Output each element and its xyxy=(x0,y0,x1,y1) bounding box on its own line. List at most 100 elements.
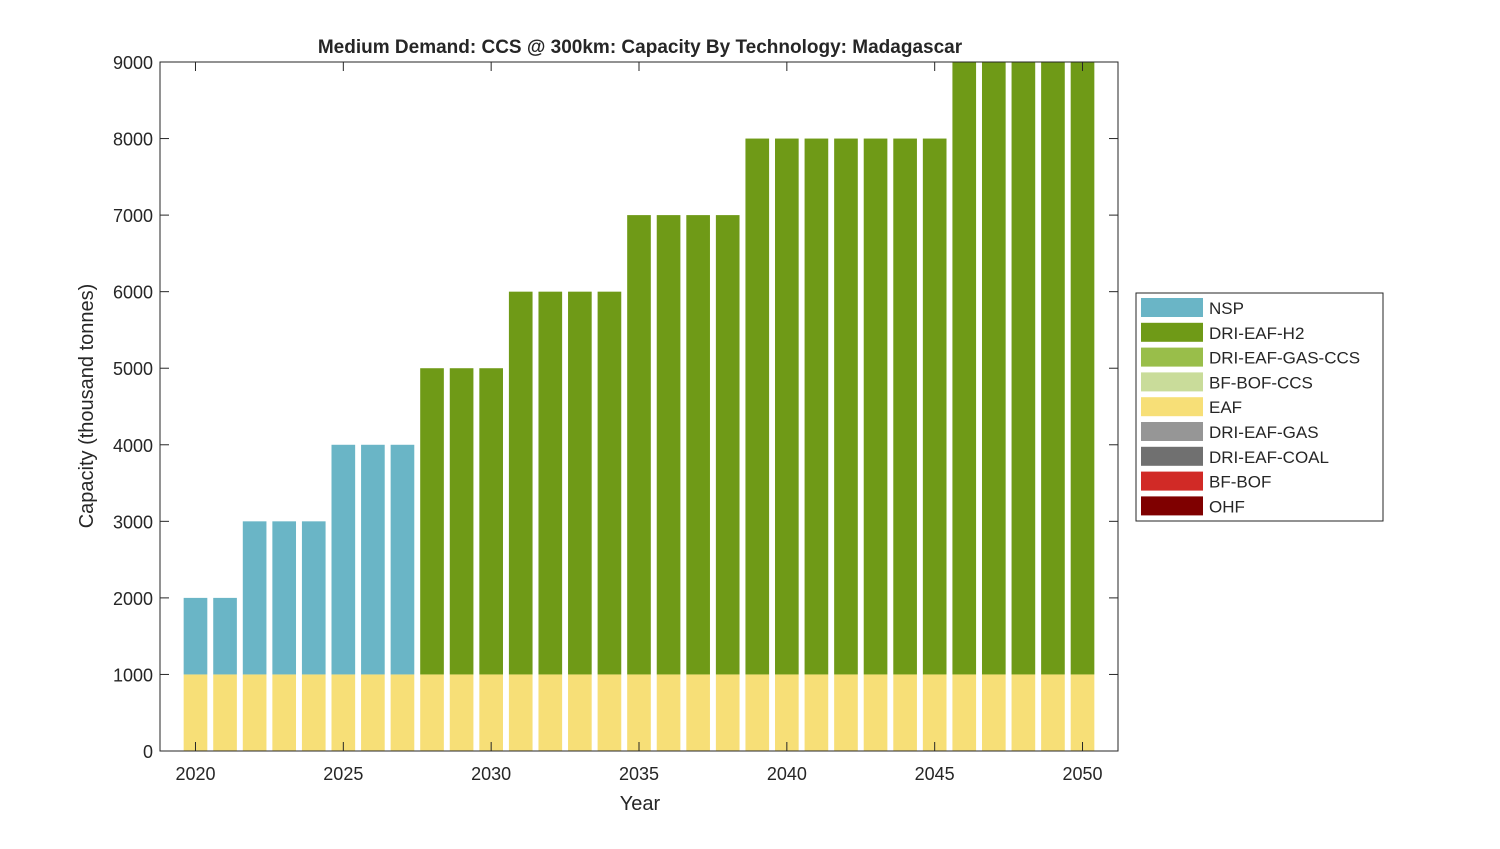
x-tick-label: 2030 xyxy=(471,764,511,784)
bar-eaf-2050 xyxy=(1070,674,1095,751)
bar-eaf-2041 xyxy=(804,674,829,751)
legend-swatch-nsp xyxy=(1141,298,1203,317)
bar-dri-eaf-h2-2032 xyxy=(538,291,563,675)
bar-eaf-2029 xyxy=(449,674,474,751)
bar-eaf-2046 xyxy=(952,674,977,751)
bar-dri-eaf-h2-2044 xyxy=(893,138,917,675)
bar-dri-eaf-h2-2038 xyxy=(715,215,740,675)
bar-dri-eaf-h2-2037 xyxy=(686,215,710,675)
bar-eaf-2033 xyxy=(568,674,592,751)
y-tick-label: 6000 xyxy=(113,283,153,303)
bar-eaf-2030 xyxy=(479,674,503,751)
legend-label: BF-BOF xyxy=(1209,473,1271,492)
bar-dri-eaf-h2-2034 xyxy=(597,291,622,675)
bar-eaf-2023 xyxy=(272,674,297,751)
bar-dri-eaf-h2-2048 xyxy=(1011,62,1036,675)
legend-label: DRI-EAF-H2 xyxy=(1209,324,1304,343)
x-tick-label: 2040 xyxy=(767,764,807,784)
bar-nsp-2022 xyxy=(242,521,267,675)
legend-swatch-ohf xyxy=(1141,496,1203,516)
bar-eaf-2020 xyxy=(183,674,208,751)
legend: NSP DRI-EAF-H2 DRI-EAF-GAS-CCS BF-BOF-CCS EA… xyxy=(1135,292,1384,522)
bar-nsp-2026 xyxy=(361,444,385,675)
bar-dri-eaf-h2-2047 xyxy=(981,62,1006,675)
bar-eaf-2024 xyxy=(301,674,326,751)
y-tick-label: 7000 xyxy=(113,206,153,226)
x-tick-label: 2050 xyxy=(1062,764,1102,784)
bar-dri-eaf-h2-2040 xyxy=(775,138,799,675)
bar-eaf-2038 xyxy=(715,674,740,751)
legend-swatch-dri-eaf-gas-ccs xyxy=(1141,347,1203,367)
bar-dri-eaf-h2-2045 xyxy=(922,138,947,675)
bar-eaf-2049 xyxy=(1041,674,1065,751)
bar-dri-eaf-h2-2039 xyxy=(745,138,770,675)
legend-swatch-bf-bof xyxy=(1141,471,1203,491)
bar-dri-eaf-h2-2031 xyxy=(508,291,533,675)
y-tick-label: 9000 xyxy=(113,53,153,73)
bar-dri-eaf-h2-2042 xyxy=(834,138,858,675)
legend-label: DRI-EAF-GAS xyxy=(1209,423,1319,442)
bar-dri-eaf-h2-2043 xyxy=(863,138,888,675)
bar-eaf-2043 xyxy=(863,674,888,751)
y-tick-label: 2000 xyxy=(113,589,153,609)
bar-dri-eaf-h2-2030 xyxy=(479,368,503,675)
bar-eaf-2025 xyxy=(331,674,356,751)
legend-swatch-dri-eaf-coal xyxy=(1141,446,1203,466)
bar-eaf-2048 xyxy=(1011,674,1036,751)
legend-swatch-dri-eaf-gas xyxy=(1141,422,1203,441)
legend-swatch-bf-bof-ccs xyxy=(1141,372,1203,392)
bar-nsp-2025 xyxy=(331,444,356,675)
y-tick-label: 5000 xyxy=(113,359,153,379)
bar-nsp-2020 xyxy=(183,597,208,675)
bar-eaf-2021 xyxy=(213,674,237,751)
bar-eaf-2044 xyxy=(893,674,917,751)
bar-eaf-2036 xyxy=(656,674,681,751)
legend-label: DRI-EAF-COAL xyxy=(1209,448,1329,467)
bar-nsp-2027 xyxy=(390,444,415,675)
legend-label: DRI-EAF-GAS-CCS xyxy=(1209,349,1360,368)
bar-dri-eaf-h2-2028 xyxy=(420,368,444,675)
bar-eaf-2022 xyxy=(242,674,267,751)
legend-label: OHF xyxy=(1209,497,1245,516)
bar-nsp-2023 xyxy=(272,521,297,675)
bar-eaf-2042 xyxy=(834,674,858,751)
legend-label: BF-BOF-CCS xyxy=(1209,373,1313,392)
bar-nsp-2024 xyxy=(301,521,326,675)
y-tick-label: 0 xyxy=(143,742,153,762)
bar-eaf-2035 xyxy=(627,674,651,751)
bar-dri-eaf-h2-2049 xyxy=(1041,62,1065,675)
bar-dri-eaf-h2-2035 xyxy=(627,215,651,675)
bars-group xyxy=(183,62,1095,751)
bar-dri-eaf-h2-2036 xyxy=(656,215,681,675)
bar-eaf-2037 xyxy=(686,674,710,751)
legend-label: EAF xyxy=(1209,398,1242,417)
y-tick-label: 3000 xyxy=(113,512,153,532)
bar-eaf-2032 xyxy=(538,674,563,751)
bar-eaf-2031 xyxy=(508,674,533,751)
bar-dri-eaf-h2-2041 xyxy=(804,138,829,675)
y-tick-label: 1000 xyxy=(113,665,153,685)
bar-eaf-2026 xyxy=(361,674,385,751)
bar-dri-eaf-h2-2050 xyxy=(1070,62,1095,675)
bar-eaf-2045 xyxy=(922,674,947,751)
bar-dri-eaf-h2-2029 xyxy=(449,368,474,675)
x-tick-label: 2045 xyxy=(915,764,955,784)
bar-eaf-2047 xyxy=(981,674,1006,751)
y-axis-label: Capacity (thousand tonnes) xyxy=(76,284,98,529)
chart-title: Medium Demand: CCS @ 300km: Capacity By … xyxy=(318,37,963,58)
bar-eaf-2027 xyxy=(390,674,415,751)
bar-eaf-2028 xyxy=(420,674,444,751)
bar-eaf-2039 xyxy=(745,674,770,751)
bar-nsp-2021 xyxy=(213,597,237,675)
y-tick-label: 8000 xyxy=(113,130,153,150)
legend-swatch-dri-eaf-h2 xyxy=(1141,322,1203,342)
x-tick-label: 2035 xyxy=(619,764,659,784)
bar-dri-eaf-h2-2033 xyxy=(568,291,592,675)
y-tick-label: 4000 xyxy=(113,436,153,456)
bar-eaf-2034 xyxy=(597,674,622,751)
x-tick-label: 2025 xyxy=(323,764,363,784)
x-tick-label: 2020 xyxy=(175,764,215,784)
bar-dri-eaf-h2-2046 xyxy=(952,62,977,675)
legend-swatch-eaf xyxy=(1141,397,1203,417)
